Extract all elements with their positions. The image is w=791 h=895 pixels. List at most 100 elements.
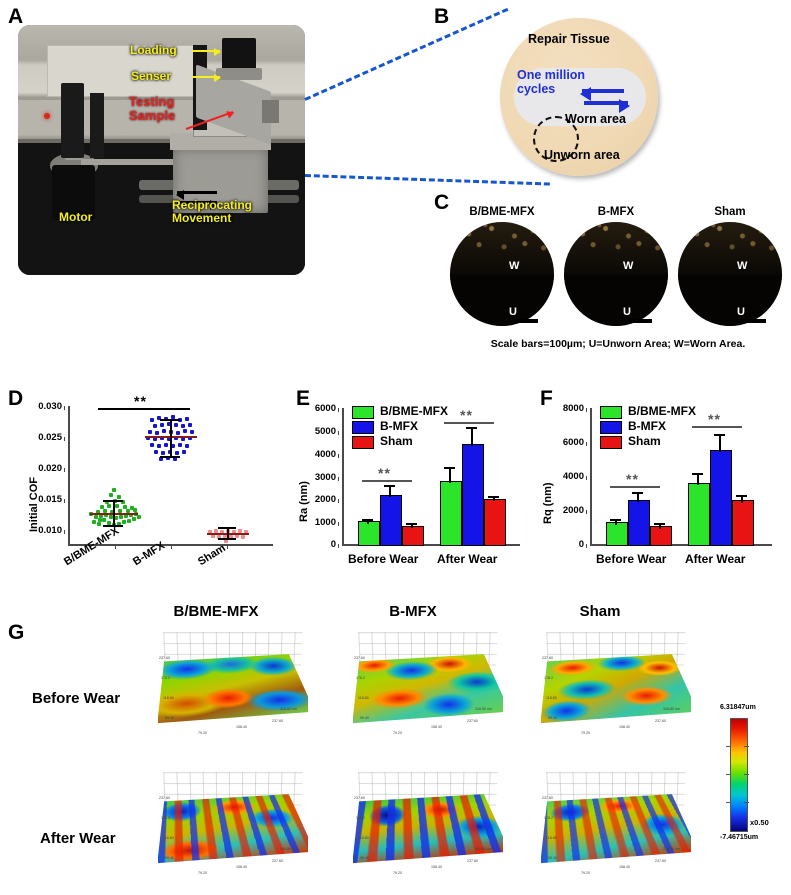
panel-e-xlabel-1: After Wear <box>437 552 498 566</box>
surface-xtick-1-2: 237.60 <box>467 719 478 723</box>
panel-e-legend-label-1: B-MFX <box>380 419 418 433</box>
colorbar-gradient <box>730 718 748 832</box>
micrograph-u-label-0: U <box>509 306 517 318</box>
surface-ytick-4-3: 59.40 <box>360 856 369 860</box>
panel-e-errcap-before-bmfx <box>384 485 395 487</box>
panel-f-ytick-4 <box>586 408 587 412</box>
panel-e-ytick-3 <box>338 477 339 481</box>
panel-f-sig-stars-before: ** <box>626 471 639 487</box>
panel-g-column-header-1: B-MFX <box>389 603 437 620</box>
micrograph-image-1 <box>564 222 668 326</box>
panel-f-bar-before-bmfx <box>628 500 650 546</box>
panel-e-bar-before-bbme <box>358 521 380 546</box>
surface-plot-after-sham: 237.60 178.2 118.80 59.40 79.20 158.40 2… <box>541 770 691 878</box>
surface-depth-label-2: 316.80 um <box>663 707 680 711</box>
panel-f-legend-label-1: B-MFX <box>628 419 666 433</box>
panel-d-ytick-0 <box>64 530 65 534</box>
micrograph-title-1: B-MFX <box>597 206 635 218</box>
surface-ytick-2-3: 59.40 <box>548 716 557 720</box>
panel-d-ytick-label-1: 0.015 <box>38 494 62 505</box>
surface-xtick-2-1: 158.40 <box>619 725 630 729</box>
panel-d-red-error-cap-top <box>218 527 236 529</box>
panel-e-ytick-6 <box>338 408 339 412</box>
loading-cap <box>216 67 262 80</box>
panel-e-ytick-label-6: 6000 <box>314 403 336 414</box>
panel-e-ytick-0 <box>338 544 339 548</box>
panel-f-bar-after-bmfx <box>710 450 732 546</box>
panel-d-ytick-label-0: 0.010 <box>38 525 62 536</box>
panel-e-bar-after-bbme <box>440 481 462 546</box>
worn-area-label: Worn area <box>565 112 626 126</box>
panel-c-letter: C <box>434 191 450 214</box>
surface-ytick-1-3: 59.40 <box>360 716 369 720</box>
panel-e-legend-swatch-2 <box>352 436 374 449</box>
micrograph-title-2: Sham <box>714 206 746 218</box>
status-led <box>43 112 50 119</box>
micrograph-w-label-1: W <box>623 260 634 272</box>
panel-d-blue-error-bar <box>170 419 172 457</box>
surface-xtick-5-1: 158.40 <box>619 865 630 869</box>
colorbar-tick-0 <box>726 746 731 747</box>
panel-f-bar-before-sham <box>650 526 672 546</box>
movement-arrow-right <box>177 199 218 210</box>
surface-plot-before-sham: 237.60 178.2 118.80 59.40 79.20 158.40 2… <box>541 630 691 738</box>
panel-d-significance-stars: ** <box>134 393 147 409</box>
surface-plot-before-bmfx: 237.60 178.2 118.80 59.40 79.20 158.40 2… <box>353 630 503 738</box>
panel-d-xtick-label-2: Sham <box>196 542 228 569</box>
micrograph-u-label-1: U <box>623 306 631 318</box>
panel-g-topography: B/BME-MFX B-MFX Sham Before Wear After W… <box>8 598 791 893</box>
panel-f-ytick-3 <box>586 442 587 446</box>
colorbar-tick-2 <box>726 774 731 775</box>
panel-d-letter: D <box>8 387 24 410</box>
panel-d-red-error-cap-bottom <box>218 538 236 540</box>
panel-e-err-before-bmfx <box>389 485 391 497</box>
panel-a-photo <box>18 25 305 275</box>
panel-f-legend-label-2: Sham <box>628 434 661 448</box>
surface-ytick-1-2: 118.80 <box>358 696 369 700</box>
panel-e-ytick-label-0: 0 <box>330 539 336 550</box>
surface-ytick-2-1: 178.2 <box>544 676 553 680</box>
label-testing-sample: Testing Sample <box>129 94 176 123</box>
surface-ytick-4-2: 118.80 <box>358 836 369 840</box>
panel-f-sig-stars-after: ** <box>708 411 721 427</box>
panel-f-errcap-after-sham <box>736 495 747 497</box>
panel-d-ytick-2 <box>64 468 65 472</box>
surface-mesh-0 <box>158 654 308 724</box>
panel-d-ytick-3 <box>64 437 65 441</box>
panel-e-err-before-bbme <box>367 519 369 524</box>
panel-f-ytick-1 <box>586 510 587 514</box>
panel-d-ytick-1 <box>64 499 65 503</box>
surface-mesh-3 <box>158 794 308 864</box>
panel-f-ytick-2 <box>586 476 587 480</box>
surface-xtick-0-0: 79.20 <box>198 731 207 735</box>
surface-depth-label-3: 316.80 um <box>280 847 297 851</box>
panel-e-bar-after-bmfx <box>462 444 484 546</box>
panel-g-row-label-1: After Wear <box>40 830 116 847</box>
arm-post-secondary <box>89 92 105 158</box>
surface-ytick-5-1: 178.2 <box>544 816 553 820</box>
panel-e-errcap-after-bmfx <box>466 427 477 429</box>
surface-ytick-5-3: 59.40 <box>548 856 557 860</box>
panel-d-blue-error-cap-bottom <box>160 456 180 458</box>
panel-d-xtick-0 <box>115 545 116 549</box>
scale-bar-2 <box>742 319 766 323</box>
panel-g-row-label-0: Before Wear <box>32 690 121 707</box>
repair-tissue-circle <box>500 18 658 176</box>
panel-b-letter: B <box>434 5 450 28</box>
surface-ytick-5-0: 237.60 <box>542 796 553 800</box>
panel-f-x-axis <box>590 544 772 546</box>
panel-d-significance-bar <box>98 408 190 410</box>
surface-ytick-4-1: 178.2 <box>356 816 365 820</box>
panel-f-y-axis <box>590 408 592 544</box>
panel-f-err-after-bmfx <box>719 434 721 452</box>
panel-f-errcap-before-bmfx <box>632 492 643 494</box>
panel-e-ytick-4 <box>338 454 339 458</box>
load-beam-tip <box>261 100 280 123</box>
surface-plot-after-bmfx: 237.60 178.2 118.80 59.40 79.20 158.40 2… <box>353 770 503 878</box>
panel-f-errcap-before-bbme <box>610 519 621 521</box>
surface-xtick-1-1: 158.40 <box>431 725 442 729</box>
surface-xtick-4-0: 79.20 <box>393 871 402 875</box>
panel-e-bar-after-sham <box>484 499 506 546</box>
micrograph-image-2 <box>678 222 782 326</box>
micrograph-unworn-region-2 <box>678 274 782 326</box>
